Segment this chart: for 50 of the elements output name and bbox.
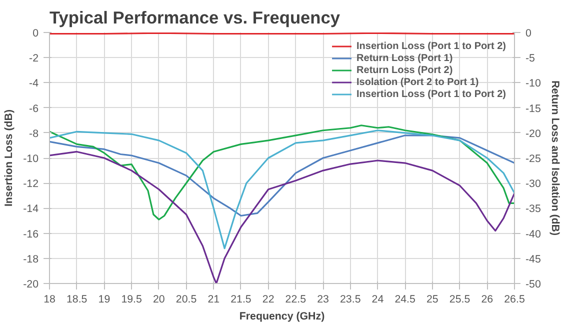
y2-tick-label: -45 bbox=[526, 253, 541, 266]
y-tick-label: -14 bbox=[23, 203, 39, 216]
x-tick-label: 22 bbox=[262, 294, 274, 306]
y-tick-label: -20 bbox=[23, 278, 39, 290]
x-tick-label: 21.5 bbox=[230, 294, 252, 306]
x-tick-label: 24 bbox=[372, 294, 384, 306]
y2-tick-label: -15 bbox=[526, 102, 541, 115]
x-tick-label: 26.5 bbox=[504, 294, 525, 306]
y2-axis-title: Return Loss and Isolation (dB) bbox=[548, 80, 561, 236]
x-tick-label: 25 bbox=[426, 294, 438, 306]
y-tick-label: -4 bbox=[29, 78, 39, 90]
x-tick-label: 20 bbox=[152, 294, 165, 306]
y-tick-label: 0 bbox=[32, 28, 39, 40]
y2-tick-label: -20 bbox=[526, 128, 541, 140]
x-tick-label: 21 bbox=[208, 294, 220, 306]
legend-label: Insertion Loss (Port 1 to Port 2) bbox=[356, 40, 506, 52]
x-tick-label: 26 bbox=[481, 294, 494, 306]
x-tick-label: 24.5 bbox=[394, 294, 416, 306]
y2-tick-label: -25 bbox=[526, 153, 541, 165]
y-tick-label: -12 bbox=[23, 178, 39, 190]
y-axis-title: Insertion Loss (dB) bbox=[3, 109, 16, 207]
legend-label: Isolation (Port 2 to Port 1) bbox=[356, 76, 479, 88]
y-tick-label: -10 bbox=[23, 153, 39, 165]
x-tick-label: 25.5 bbox=[449, 294, 470, 306]
x-tick-label: 22.5 bbox=[285, 294, 306, 306]
x-tick-label: 20.5 bbox=[176, 294, 197, 306]
x-tick-label: 23 bbox=[317, 294, 330, 306]
x-tick-label: 23.5 bbox=[340, 294, 361, 306]
y2-tick-label: -10 bbox=[526, 78, 541, 90]
x-tick-label: 18.5 bbox=[66, 294, 88, 306]
y2-tick-label: 0 bbox=[526, 28, 532, 40]
y-tick-label: -2 bbox=[29, 52, 39, 65]
y-tick-label: -6 bbox=[29, 102, 39, 115]
y2-tick-label: -40 bbox=[526, 228, 541, 240]
y2-tick-label: -35 bbox=[526, 203, 541, 216]
x-tick-label: 18 bbox=[44, 294, 56, 306]
legend-label: Return Loss (Port 1) bbox=[356, 52, 453, 64]
legend-label: Return Loss (Port 2) bbox=[356, 64, 453, 76]
y2-tick-label: -30 bbox=[526, 178, 541, 190]
y2-tick-label: -5 bbox=[526, 52, 536, 65]
y2-tick-label: -50 bbox=[526, 278, 541, 290]
y-tick-label: -8 bbox=[29, 128, 39, 140]
y-tick-label: -18 bbox=[23, 253, 39, 266]
y-tick-label: -16 bbox=[23, 228, 39, 240]
x-axis-title: Frequency (GHz) bbox=[239, 310, 326, 322]
line-series bbox=[50, 130, 514, 250]
legend-label: Insertion Loss (Port 1 to Port 2) bbox=[356, 88, 506, 100]
chart-title: Typical Performance vs. Frequency bbox=[50, 8, 340, 28]
x-tick-label: 19.5 bbox=[121, 294, 142, 306]
x-tick-label: 19 bbox=[98, 294, 110, 306]
